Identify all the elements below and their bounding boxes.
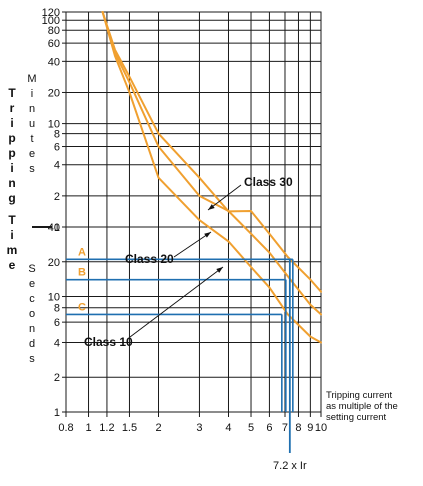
y-seconds-tick-label: 4 — [54, 337, 60, 349]
minutes-label-char: e — [29, 148, 35, 160]
y-minutes-tick-label: 4 — [54, 160, 60, 172]
curve-class-30 — [101, 11, 322, 293]
class-arrow-line — [173, 231, 212, 258]
class-label: Class 30 — [244, 175, 293, 189]
minutes-label-char: M — [27, 73, 36, 85]
minutes-label-char: s — [29, 163, 35, 175]
x-axis-label-line: Tripping current — [326, 390, 393, 401]
x-axis-label-line: as multiple of the — [326, 401, 398, 412]
x-tick-label: 5 — [248, 422, 254, 434]
minutes-label-char: u — [29, 118, 35, 130]
grid — [32, 11, 322, 417]
y-seconds-tick-label: 8 — [54, 303, 60, 315]
y-minutes-tick-label: 10 — [48, 119, 60, 131]
y-label-char: T — [8, 213, 16, 227]
class-arrow-line — [129, 266, 224, 338]
x-tick-label: 1.2 — [99, 422, 114, 434]
x-tick-label: 2 — [155, 422, 161, 434]
seconds-label-char: s — [29, 353, 35, 365]
seconds-label-char: d — [29, 338, 35, 350]
y-label-char: i — [10, 161, 13, 175]
x-tick-label: 7 — [282, 422, 288, 434]
y-seconds-tick-label: 20 — [48, 257, 60, 269]
seconds-label-char: o — [29, 308, 35, 320]
y-label-char: p — [8, 146, 15, 160]
y-label-char: p — [8, 131, 15, 145]
y-seconds-tick-label: 40 — [48, 222, 60, 234]
seconds-label-char: c — [29, 293, 35, 305]
y-label-char: m — [7, 243, 18, 257]
seconds-label-char: e — [29, 278, 35, 290]
y-minutes-tick-label: 6 — [54, 142, 60, 154]
y-label-char: i — [10, 228, 13, 242]
class-arrow-head — [216, 267, 223, 273]
y-label-char: r — [10, 101, 15, 115]
x-tick-label: 8 — [295, 422, 301, 434]
y-label-char: g — [8, 191, 15, 205]
y-minutes-tick-label: 2 — [54, 191, 60, 203]
y-minutes-tick-label: 80 — [48, 25, 60, 37]
level-label-a: A — [78, 246, 86, 258]
x-tick-label: 0.8 — [58, 422, 73, 434]
seconds-label-char: n — [29, 323, 35, 335]
y-minutes-tick-label: 120 — [42, 7, 60, 19]
curve-class-20 — [101, 11, 322, 316]
x-tick-label: 3 — [196, 422, 202, 434]
y-minutes-tick-label: 20 — [48, 87, 60, 99]
y-label-char: i — [10, 116, 13, 130]
y-minutes-tick-label: 100 — [42, 15, 60, 27]
trip-curves — [101, 11, 322, 344]
x-tick-label: 1.5 — [122, 422, 137, 434]
x-tick-label: 6 — [266, 422, 272, 434]
tick-labels: 0.8 1 1.2 1.5 2 3 4 5 6 7 8 9 1024681020406080100120… — [42, 7, 327, 434]
curve-class-10 — [101, 11, 322, 344]
x-tick-label: 9 — [307, 422, 313, 434]
y-label-char: T — [8, 86, 16, 100]
axis-labels: Class 10 Class 20 Class 30 Tripping current… — [7, 73, 398, 423]
class-arrow-line — [207, 184, 242, 211]
minutes-label-char: i — [31, 88, 33, 100]
y-seconds-tick-label: 10 — [48, 292, 60, 304]
y-minutes-tick-label: 60 — [48, 38, 60, 50]
x-tick-label: 10 — [315, 422, 327, 434]
level-label-c: C — [78, 301, 86, 313]
x-tick-label: 4 — [225, 422, 231, 434]
y-seconds-tick-label: 6 — [54, 317, 60, 329]
class-label: Class 10 — [84, 335, 133, 349]
seconds-label-char: S — [28, 263, 35, 275]
marker-label: 7.2 x Ir — [273, 460, 307, 472]
x-tick-label: 1 — [85, 422, 91, 434]
level-label-b: B — [78, 267, 86, 279]
class-label: Class 20 — [125, 252, 174, 266]
plot-frame — [65, 11, 322, 413]
class-arrow-head — [204, 232, 211, 238]
y-minutes-tick-label: 40 — [48, 56, 60, 68]
minutes-label-char: n — [29, 103, 35, 115]
level-lines: AB C 7.2 x Ir — [66, 246, 307, 472]
y-one-minute-label: 1 — [54, 222, 60, 234]
y-seconds-tick-label: 2 — [54, 372, 60, 384]
class-arrow-head — [208, 204, 215, 210]
y-minutes-tick-label: 8 — [54, 129, 60, 141]
y-seconds-tick-label: 1 — [54, 407, 60, 419]
y-label-char: n — [8, 176, 15, 190]
x-axis-label-line: setting current — [326, 412, 387, 423]
y-label-char: e — [9, 258, 16, 272]
minutes-label-char: t — [30, 133, 33, 145]
